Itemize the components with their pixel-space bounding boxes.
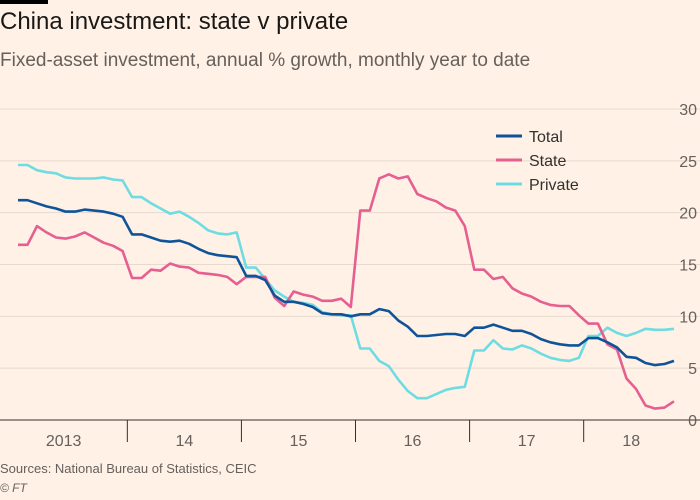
x-tick-label: 2013 — [46, 433, 82, 450]
gridlines — [0, 108, 700, 369]
y-axis: 0 5 10 15 20 25 30 — [679, 102, 697, 430]
series-lines — [18, 163, 675, 410]
y-tick-label: 15 — [679, 258, 697, 275]
x-tick-label: 17 — [518, 433, 536, 450]
source-note: Sources: National Bureau of Statistics, … — [0, 461, 257, 476]
y-tick-label: 25 — [679, 154, 697, 171]
brand-bar — [0, 0, 48, 4]
y-tick-label: 5 — [688, 361, 697, 378]
series-line-private — [18, 163, 675, 400]
x-axis: 2013 14 15 16 17 18 — [0, 419, 700, 450]
y-tick-label: 20 — [679, 206, 697, 223]
legend-label-state: State — [529, 153, 566, 170]
x-tick-label: 14 — [175, 433, 193, 450]
legend-label-total: Total — [529, 129, 563, 146]
legend-label-private: Private — [529, 177, 579, 194]
legend: Total State Private — [496, 129, 579, 194]
chart-title: China investment: state v private — [0, 8, 349, 35]
y-tick-label: 0 — [688, 413, 697, 430]
y-tick-label: 10 — [679, 309, 697, 326]
series-line-state — [18, 173, 675, 410]
chart-subtitle: Fixed-asset investment, annual % growth,… — [0, 50, 531, 71]
x-tick-label: 18 — [622, 433, 640, 450]
series-line-total — [18, 198, 675, 367]
x-tick-label: 16 — [404, 433, 422, 450]
ft-credit: © FT — [0, 481, 27, 495]
y-tick-label: 30 — [679, 102, 697, 119]
x-tick-label: 15 — [290, 433, 308, 450]
